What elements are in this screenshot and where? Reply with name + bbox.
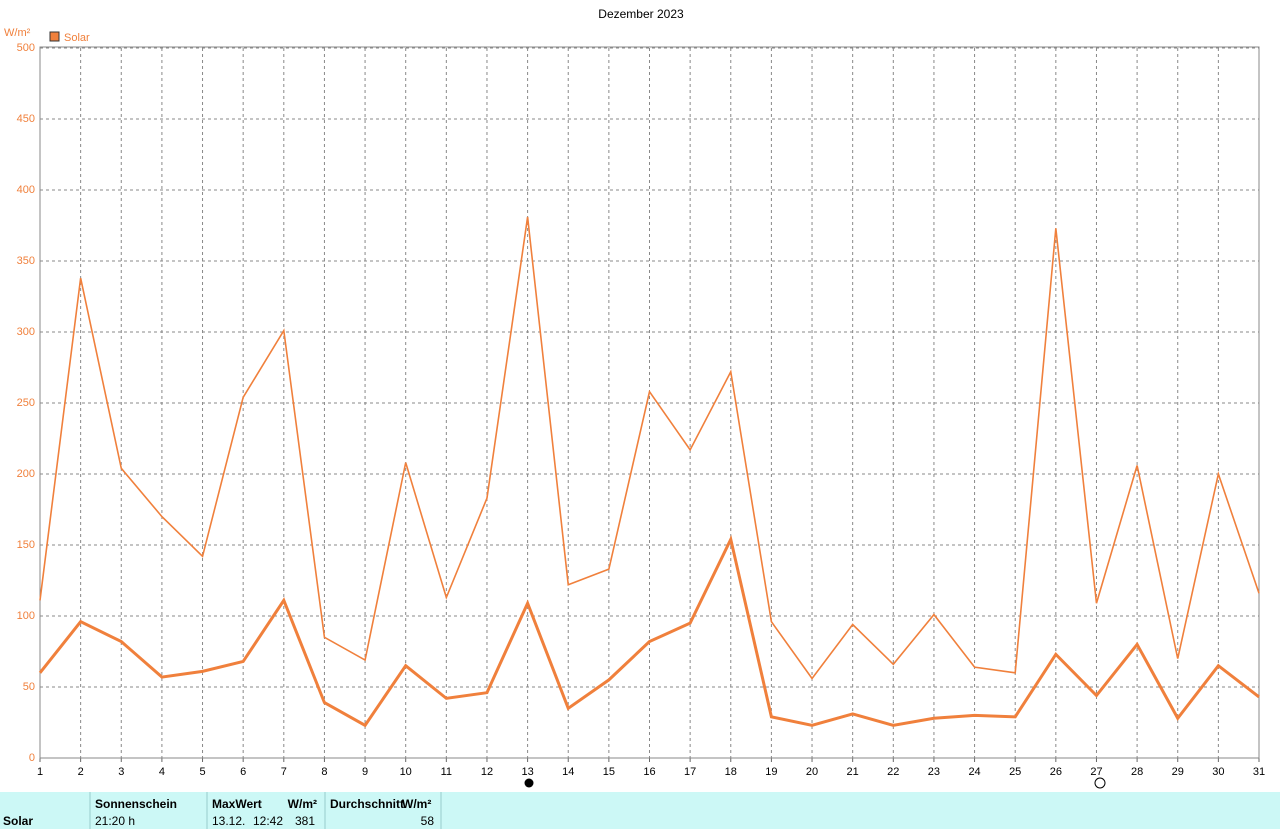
x-tick-label: 4 [159,766,165,778]
y-tick-label: 0 [29,752,35,764]
x-tick-label: 25 [1009,766,1021,778]
y-axis-label: W/m² [4,27,31,39]
summary-table: Solar Sonnenschein 21:20 h MaxWert W/m² … [0,792,1280,829]
x-tick-label: 13 [521,766,533,778]
y-tick-label: 500 [17,42,35,54]
legend-swatch [49,31,60,42]
x-tick-label: 30 [1212,766,1224,778]
header: W/m² [288,797,317,811]
y-tick-label: 100 [17,610,35,622]
header: Sonnenschein [95,797,177,811]
x-tick-label: 26 [1050,766,1062,778]
x-tick-label: 10 [400,766,412,778]
x-tick-label: 11 [441,766,452,778]
y-tick-label: 150 [17,539,35,551]
chart-title: Dezember 2023 [598,7,684,21]
cell: 12:42 [253,814,283,828]
x-tick-label: 6 [240,766,246,778]
x-tick-label: 15 [603,766,615,778]
y-tick-label: 200 [17,468,35,480]
cell: 13.12. [212,814,245,828]
y-tick-label: 350 [17,255,35,267]
x-tick-label: 12 [481,766,493,778]
x-tick-label: 29 [1172,766,1184,778]
series-line [38,534,1260,728]
x-tick-label: 27 [1090,766,1102,778]
x-tick-label: 31 [1253,766,1265,778]
series [38,216,1260,728]
x-tick-label: 7 [281,766,287,778]
x-tick-label: 21 [847,766,859,778]
x-tick-label: 5 [199,766,205,778]
series-line [39,216,1260,680]
legend-label: Solar [64,32,90,44]
x-tick-label: 16 [643,766,655,778]
cell: 21:20 h [95,814,135,828]
x-tick-label: 18 [725,766,737,778]
y-tick-label: 300 [17,326,35,338]
header: W/m² [402,797,431,811]
full-moon-icon [1094,777,1106,789]
x-tick-label: 3 [118,766,124,778]
x-tick-label: 23 [928,766,940,778]
x-tick-label: 14 [562,766,574,778]
x-tick-label: 19 [765,766,777,778]
y-tick-label: 450 [17,113,35,125]
x-tick-label: 28 [1131,766,1143,778]
summary-background [0,792,1280,829]
cell: 381 [295,814,315,828]
cell: 58 [421,814,435,828]
x-tick-label: 17 [684,766,696,778]
header: Durchschnitt [330,797,404,811]
new-moon-icon [524,778,534,788]
header: MaxWert [212,797,262,811]
legend: Solar [49,31,90,44]
x-tick-label: 22 [887,766,899,778]
x-tick-label: 20 [806,766,818,778]
x-tick-label: 2 [78,766,84,778]
x-tick-label: 1 [37,766,43,778]
x-tick-label: 24 [968,766,980,778]
y-tick-label: 400 [17,184,35,196]
x-tick-label: 9 [362,766,368,778]
plot-frame [39,46,1260,759]
x-tick-label: 8 [321,766,327,778]
y-tick-label: 50 [23,681,35,693]
y-tick-label: 250 [17,397,35,409]
row-label: Solar [3,814,33,828]
